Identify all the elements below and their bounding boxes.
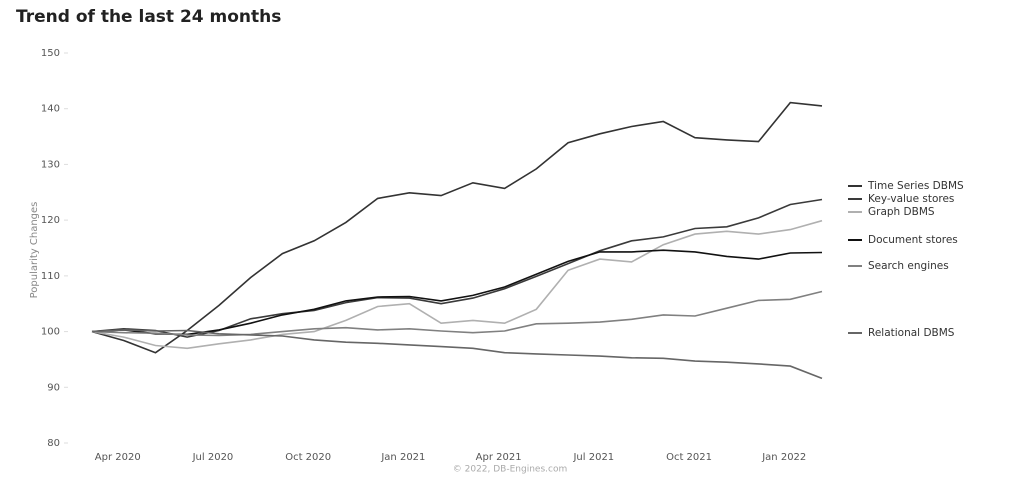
series-line bbox=[91, 101, 823, 354]
series-line bbox=[91, 219, 823, 350]
y-axis-label: Popularity Changes bbox=[29, 202, 40, 299]
footer: © 2022, DB-Engines.com bbox=[453, 465, 567, 475]
series-line bbox=[91, 290, 823, 337]
x-tick-label: Jan 2022 bbox=[761, 452, 806, 463]
x-tick-label: Oct 2021 bbox=[666, 452, 712, 463]
x-tick-label: Oct 2020 bbox=[285, 452, 331, 463]
series-line bbox=[91, 198, 823, 338]
legend-label: Document stores bbox=[868, 234, 958, 246]
y-tick-label: 90 bbox=[47, 382, 60, 393]
chart-title: Trend of the last 24 months bbox=[16, 7, 281, 27]
series-line bbox=[91, 249, 823, 336]
x-tick-label: Jan 2021 bbox=[380, 452, 425, 463]
y-tick-label: 130 bbox=[41, 159, 60, 170]
x-tick-label: Apr 2020 bbox=[95, 452, 141, 463]
legend-label: Relational DBMS bbox=[868, 327, 955, 339]
legend-label: Key-value stores bbox=[868, 193, 954, 205]
legend-label: Search engines bbox=[868, 260, 949, 272]
legend-label: Graph DBMS bbox=[868, 206, 935, 218]
legend-label: Time Series DBMS bbox=[867, 180, 964, 192]
y-tick-label: 100 bbox=[41, 327, 60, 338]
y-tick-label: 110 bbox=[41, 271, 60, 282]
x-tick-label: Apr 2021 bbox=[476, 452, 522, 463]
y-tick-label: 140 bbox=[41, 104, 60, 115]
y-tick-label: 80 bbox=[47, 438, 60, 449]
y-tick-label: 120 bbox=[41, 215, 60, 226]
x-tick-label: Jul 2020 bbox=[192, 452, 234, 463]
x-tick-label: Jul 2021 bbox=[572, 452, 614, 463]
y-tick-label: 150 bbox=[41, 48, 60, 59]
series-line bbox=[91, 329, 823, 380]
